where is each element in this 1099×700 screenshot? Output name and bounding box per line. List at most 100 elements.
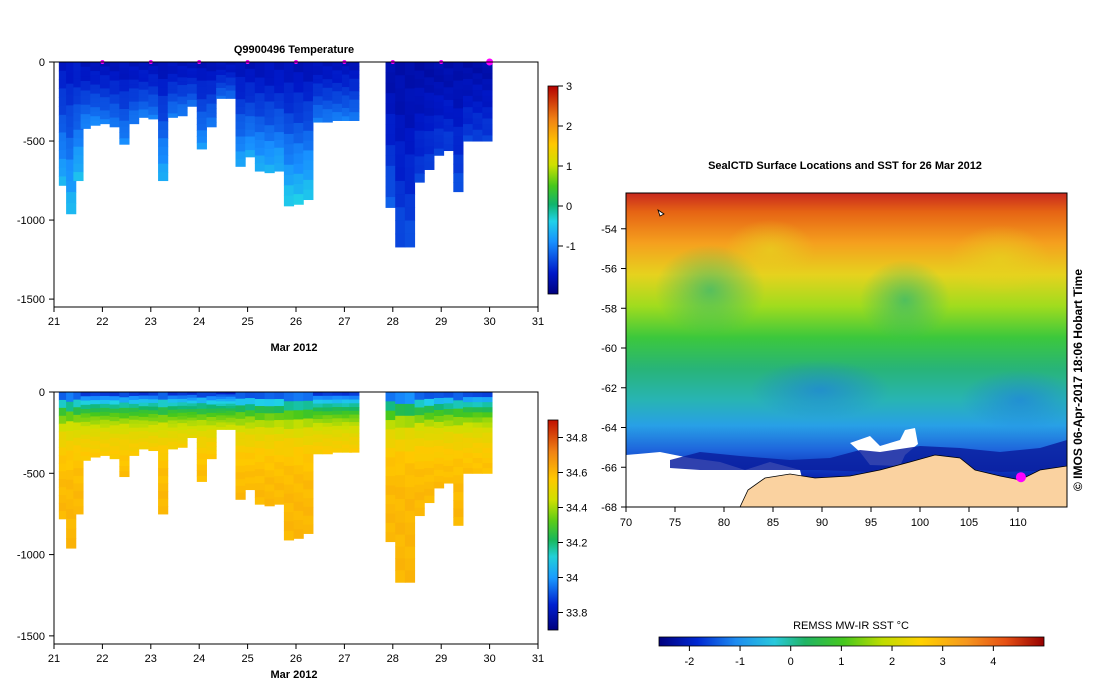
salinity-cell bbox=[453, 458, 464, 468]
salinity-cell bbox=[349, 407, 360, 412]
temperature-cell bbox=[66, 94, 77, 106]
salinity-cell bbox=[196, 408, 207, 415]
salinity-cell bbox=[424, 440, 435, 448]
temperature-cell bbox=[254, 155, 266, 164]
temperature-cell bbox=[216, 62, 227, 66]
salinity-cell bbox=[433, 397, 445, 405]
salinity-cell bbox=[293, 492, 304, 503]
temperature-cell bbox=[283, 72, 295, 84]
salinity-cell bbox=[424, 419, 435, 428]
salinity-cell bbox=[177, 423, 188, 428]
salinity-cell bbox=[453, 475, 464, 485]
temperature-cell bbox=[58, 176, 70, 186]
temperature-cell bbox=[414, 87, 425, 97]
salinity-cell bbox=[206, 441, 217, 447]
temperature-cell bbox=[395, 180, 406, 195]
x-tick-label: 21 bbox=[48, 316, 60, 328]
salinity-cell bbox=[90, 448, 101, 454]
salinity-cell bbox=[235, 452, 246, 460]
salinity-cell bbox=[138, 413, 149, 418]
temperature-cell bbox=[453, 71, 464, 82]
salinity-cell bbox=[216, 413, 227, 416]
temperature-cell bbox=[312, 62, 324, 67]
temperature-cell bbox=[404, 101, 416, 116]
salinity-cell bbox=[167, 395, 178, 400]
salinity-cell bbox=[293, 446, 304, 457]
temperature-cell bbox=[138, 69, 149, 75]
salinity-cell bbox=[138, 416, 149, 421]
salinity-cell bbox=[322, 434, 333, 439]
salinity-cell bbox=[293, 474, 304, 484]
x-tick-label: 26 bbox=[290, 653, 302, 665]
salinity-cell bbox=[58, 431, 70, 441]
temperature-cell bbox=[245, 143, 256, 151]
temperature-cell bbox=[196, 136, 207, 144]
temperature-cell bbox=[80, 118, 91, 125]
temperature-cell bbox=[235, 76, 246, 85]
salinity-cell bbox=[322, 392, 333, 397]
salinity-cell bbox=[385, 476, 396, 486]
salinity-cell bbox=[414, 399, 425, 408]
temperature-cell bbox=[404, 194, 416, 208]
temperature-cell bbox=[216, 87, 227, 92]
temperature-cell bbox=[312, 70, 324, 76]
temperature-cell bbox=[482, 78, 493, 86]
salinity-cell bbox=[349, 437, 360, 442]
salinity-cell bbox=[73, 498, 84, 507]
salinity-cell bbox=[216, 410, 227, 414]
salinity-cell bbox=[433, 469, 445, 477]
x-tick-label: 31 bbox=[532, 316, 544, 328]
temperature-cell bbox=[482, 67, 493, 74]
temperature-cell bbox=[472, 73, 483, 80]
salinity-cell bbox=[404, 392, 416, 405]
salinity-cell bbox=[138, 399, 149, 404]
temperature-cell bbox=[482, 101, 493, 108]
salinity-cell bbox=[433, 409, 445, 417]
map-y-ticks: -54 -56 -58 -60 -62 -64 -66 -68 bbox=[601, 224, 626, 514]
temperature-cell bbox=[206, 99, 217, 105]
salinity-cell bbox=[177, 440, 188, 445]
salinity-colorbar: 34.8 34.6 34.4 34.2 34 33.8 bbox=[547, 419, 587, 631]
salinity-cell bbox=[90, 392, 101, 397]
salinity-cell bbox=[167, 406, 178, 411]
salinity-cell bbox=[462, 427, 474, 434]
temperature-cell bbox=[293, 163, 304, 175]
salinity-cell bbox=[414, 453, 425, 463]
temperature-cell bbox=[158, 129, 169, 139]
salinity-cell bbox=[385, 494, 396, 505]
salinity-cell bbox=[167, 445, 178, 450]
salinity-cell bbox=[482, 447, 493, 454]
salinity-cell bbox=[293, 501, 304, 512]
temperature-cell bbox=[264, 133, 275, 142]
salinity-cell bbox=[129, 395, 140, 401]
salinity-cell bbox=[235, 392, 246, 400]
temperature-cell bbox=[443, 106, 454, 114]
temperature-cell bbox=[274, 132, 285, 141]
temperature-cell bbox=[349, 66, 360, 71]
salinity-cell bbox=[414, 476, 425, 486]
salinity-cell bbox=[254, 413, 266, 421]
temperature-cell bbox=[462, 67, 474, 74]
temperature-cell bbox=[216, 77, 227, 81]
salinity-cell bbox=[395, 558, 406, 571]
temperature-cell bbox=[322, 74, 333, 80]
x-tick-label: 25 bbox=[241, 653, 253, 665]
temperature-cell bbox=[424, 108, 435, 117]
temperature-cell bbox=[414, 62, 425, 72]
temperature-cell bbox=[245, 129, 256, 138]
salinity-cell bbox=[177, 436, 188, 441]
temperature-cell bbox=[245, 62, 256, 70]
temperature-cell bbox=[158, 138, 169, 148]
temperature-cell bbox=[148, 110, 159, 116]
salinity-cell bbox=[332, 429, 343, 434]
temperature-cell bbox=[303, 101, 314, 112]
temperature-cell bbox=[453, 145, 464, 156]
salinity-cell bbox=[216, 408, 227, 412]
salinity-cell bbox=[312, 449, 324, 455]
temperature-cell bbox=[138, 109, 149, 114]
salinity-cell bbox=[206, 421, 217, 426]
temperature-cell bbox=[303, 81, 314, 92]
salinity-cell bbox=[66, 401, 77, 413]
salinity-cell bbox=[274, 462, 285, 470]
